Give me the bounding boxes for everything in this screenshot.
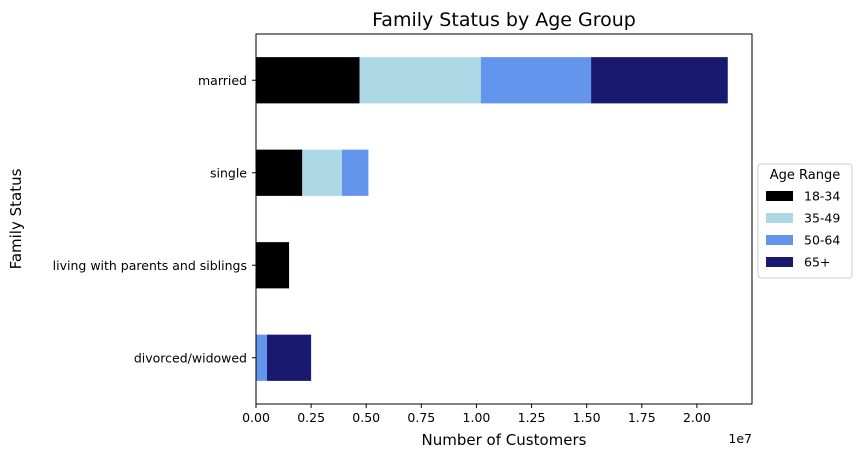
y-tick-label-married: married (198, 73, 247, 88)
legend-swatch-65 (766, 257, 793, 267)
legend-label-18-34: 18-34 (804, 189, 840, 204)
legend-swatch-35-49 (766, 213, 793, 223)
legend-label-65: 65+ (804, 255, 830, 270)
x-tick-label: 1.75 (628, 410, 656, 425)
legend-swatch-18-34 (766, 191, 793, 201)
y-tick-label-single: single (210, 165, 247, 180)
x-tick-label: 0.25 (297, 410, 325, 425)
x-tick-label: 1.25 (518, 410, 546, 425)
x-axis-label: Number of Customers (422, 431, 587, 449)
legend-label-35-49: 35-49 (804, 211, 840, 226)
x-tick-label: 2.00 (683, 410, 711, 425)
bar-married-50-64 (480, 57, 592, 104)
x-tick-label: 0.00 (242, 410, 270, 425)
legend-label-50-64: 50-64 (804, 233, 840, 248)
y-axis: married single living with parents and sib… (53, 73, 256, 365)
bar-single-50-64 (341, 149, 369, 196)
y-tick-label-divorced-widowed: divorced/widowed (134, 350, 247, 365)
bar-single-18-34 (256, 149, 303, 196)
chart-title: Family Status by Age Group (372, 9, 636, 31)
bars-layer (256, 57, 728, 381)
legend: Age Range 18-34 35-49 50-64 65+ (757, 163, 853, 279)
bar-single-35-49 (302, 149, 342, 196)
bar-divorced-widowed-65 (267, 334, 312, 381)
legend-title: Age Range (770, 168, 840, 183)
bar-married-65 (591, 57, 728, 104)
bar-divorced-widowed-50-64 (256, 334, 268, 381)
x-tick-label: 0.75 (407, 410, 435, 425)
bar-married-35-49 (359, 57, 481, 104)
legend-swatch-50-64 (766, 235, 793, 245)
plot-frame (255, 33, 753, 405)
x-axis: 0.00 0.25 0.50 0.75 1.00 1.25 1.50 1.75 2.00 (242, 404, 711, 425)
x-axis-offset-label: 1e7 (728, 431, 752, 446)
bar-married-18-34 (256, 57, 360, 104)
x-tick-label: 1.00 (463, 410, 491, 425)
bar-living-with-parents-and-siblings-18-34 (256, 242, 290, 289)
x-tick-label: 0.50 (352, 410, 380, 425)
y-tick-label-living-with-parents-and-siblings: living with parents and siblings (53, 258, 247, 273)
x-tick-label: 1.50 (573, 410, 601, 425)
y-axis-label: Family Status (7, 168, 25, 269)
